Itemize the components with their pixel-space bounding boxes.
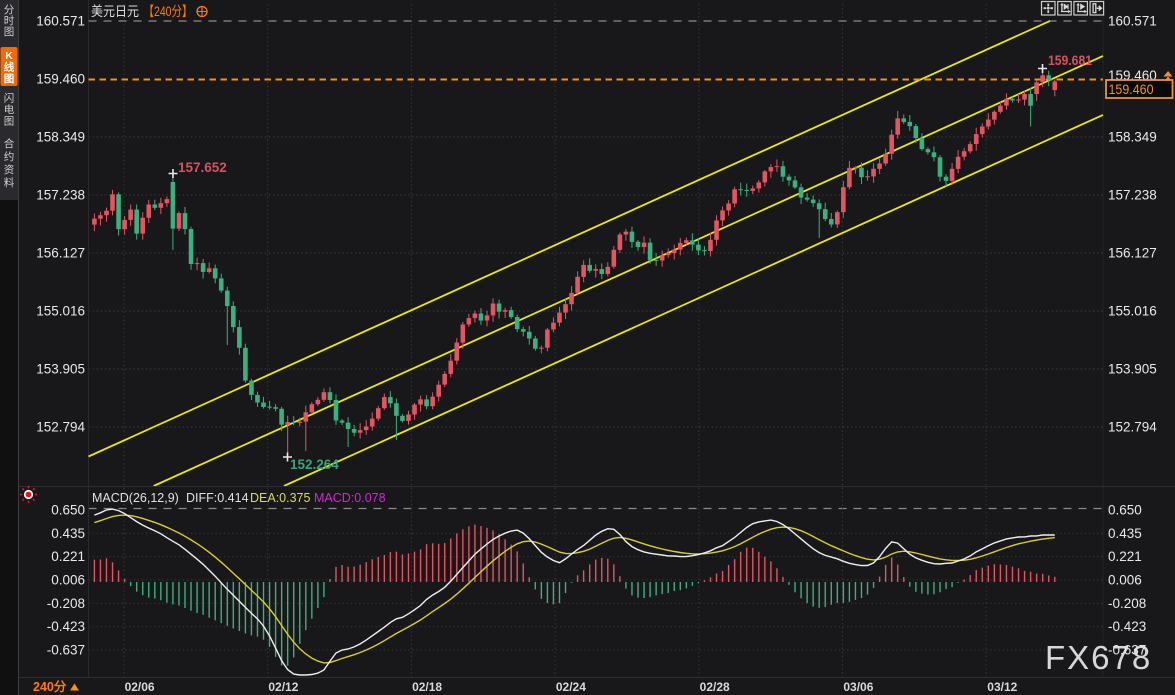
svg-text:159.460: 159.460: [1109, 82, 1154, 97]
svg-text:0.221: 0.221: [1108, 549, 1142, 564]
svg-text:158.349: 158.349: [1108, 130, 1157, 145]
svg-text:料: 料: [4, 176, 15, 189]
svg-text:MACD:0.078: MACD:0.078: [314, 491, 386, 505]
svg-text:02/18: 02/18: [412, 680, 442, 694]
svg-text:-0.637: -0.637: [1108, 643, 1146, 658]
svg-text:159.681: 159.681: [1048, 53, 1092, 68]
svg-text:0.006: 0.006: [1108, 573, 1142, 588]
svg-text:152.264: 152.264: [290, 457, 339, 472]
svg-text:DIFF:0.414: DIFF:0.414: [186, 491, 249, 505]
svg-text:02/24: 02/24: [556, 680, 586, 694]
svg-text:【240分】: 【240分】: [144, 4, 193, 19]
svg-text:MACD(26,12,9): MACD(26,12,9): [92, 491, 179, 505]
svg-text:资: 资: [4, 164, 15, 176]
svg-text:155.016: 155.016: [36, 304, 85, 319]
svg-text:160.571: 160.571: [1108, 14, 1157, 29]
svg-text:156.127: 156.127: [36, 246, 85, 261]
svg-text:0.006: 0.006: [51, 573, 85, 588]
svg-text:158.349: 158.349: [36, 130, 85, 145]
svg-text:240分: 240分: [33, 679, 67, 694]
svg-text:-0.423: -0.423: [47, 619, 85, 634]
svg-text:约: 约: [4, 150, 15, 163]
svg-text:0.221: 0.221: [51, 549, 85, 564]
svg-text:图: 图: [4, 26, 15, 38]
svg-text:157.652: 157.652: [178, 160, 227, 175]
svg-text:152.794: 152.794: [1108, 420, 1157, 435]
svg-text:03/06: 03/06: [843, 680, 873, 694]
svg-text:K: K: [5, 50, 13, 62]
svg-text:02/28: 02/28: [700, 680, 730, 694]
svg-text:0.650: 0.650: [51, 503, 85, 518]
svg-text:合: 合: [4, 137, 15, 150]
svg-text:02/12: 02/12: [268, 680, 298, 694]
svg-text:159.460: 159.460: [36, 72, 85, 87]
svg-text:03/12: 03/12: [987, 680, 1017, 694]
svg-text:155.016: 155.016: [1108, 304, 1157, 319]
svg-text:美元日元: 美元日元: [91, 4, 139, 19]
svg-text:时: 时: [4, 15, 15, 27]
svg-text:线: 线: [4, 61, 15, 74]
svg-text:FX678: FX678: [1045, 639, 1152, 676]
svg-text:闪: 闪: [4, 92, 15, 105]
svg-text:157.238: 157.238: [36, 188, 85, 203]
svg-text:02/06: 02/06: [125, 680, 155, 694]
svg-text:153.905: 153.905: [1108, 362, 1157, 377]
svg-text:0.650: 0.650: [1108, 503, 1142, 518]
svg-text:-0.637: -0.637: [47, 643, 85, 658]
svg-text:153.905: 153.905: [36, 362, 85, 377]
svg-text:图: 图: [4, 116, 15, 128]
svg-text:157.238: 157.238: [1108, 188, 1157, 203]
svg-text:-0.208: -0.208: [1108, 596, 1146, 611]
svg-text:160.571: 160.571: [36, 14, 85, 29]
svg-text:-0.208: -0.208: [47, 596, 85, 611]
svg-text:156.127: 156.127: [1108, 246, 1157, 261]
svg-text:0.435: 0.435: [1108, 526, 1142, 541]
svg-text:图: 图: [4, 73, 15, 85]
svg-text:152.794: 152.794: [36, 420, 85, 435]
svg-text:0.435: 0.435: [51, 526, 85, 541]
svg-text:DEA:0.375: DEA:0.375: [250, 491, 311, 505]
svg-text:-0.423: -0.423: [1108, 619, 1146, 634]
svg-text:分: 分: [4, 4, 15, 16]
svg-text:电: 电: [4, 103, 15, 116]
